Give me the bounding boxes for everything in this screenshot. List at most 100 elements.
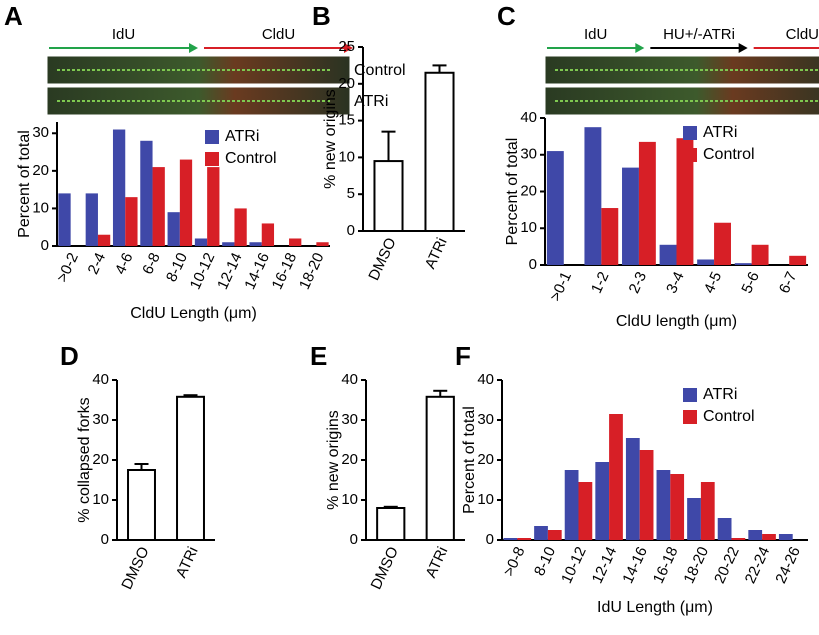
y-tick-label: 0	[41, 237, 49, 254]
y-tick-label: 40	[520, 109, 537, 126]
bar	[731, 538, 746, 540]
bar	[748, 530, 763, 540]
y-axis-label: % new origins	[322, 89, 339, 189]
x-tick-label: 18-20	[680, 544, 712, 586]
y-tick-label: 10	[338, 148, 355, 165]
x-tick-label: 22-24	[742, 544, 774, 586]
x-tick-label: 12-14	[589, 544, 621, 586]
x-tick-label: 2-4	[85, 250, 110, 277]
bar	[595, 462, 610, 540]
fiber-row-label: Control	[354, 62, 406, 79]
y-axis-label: Percent of total	[461, 406, 478, 514]
y-axis-label: % new origins	[325, 410, 342, 510]
legend-swatch	[683, 410, 697, 424]
bar	[625, 438, 640, 540]
x-tick-label: 3-4	[663, 269, 688, 296]
x-tick-label: ATRi	[422, 544, 451, 580]
legend-label: ATRi	[703, 386, 737, 403]
x-tick-label: 24-26	[772, 544, 804, 586]
bar	[717, 518, 732, 540]
x-tick-label: DMSO	[368, 544, 402, 592]
fiber-arrow-label: IdU	[112, 26, 135, 43]
legend-label: Control	[703, 146, 755, 163]
y-tick-label: 20	[341, 451, 358, 468]
bar	[425, 395, 455, 541]
bar	[778, 534, 793, 540]
bar	[127, 469, 156, 541]
legend-label: ATRi	[703, 124, 737, 141]
bar	[376, 507, 406, 541]
bar	[517, 538, 532, 540]
bar	[424, 71, 455, 233]
fiber-arrowhead	[189, 43, 198, 53]
y-tick-label: 5	[347, 185, 355, 202]
y-tick-label: 10	[32, 199, 49, 216]
x-tick-label: 14-16	[619, 544, 651, 586]
bar	[112, 129, 126, 246]
fiber-arrowhead	[635, 43, 645, 53]
bar	[289, 238, 302, 246]
panel-label: C	[497, 1, 516, 31]
y-tick-label: 30	[341, 411, 358, 428]
legend-label: Control	[703, 408, 755, 425]
y-tick-label: 30	[32, 124, 49, 141]
y-tick-label: 20	[32, 162, 49, 179]
bar	[751, 244, 769, 265]
x-tick-label: DMSO	[118, 544, 152, 592]
y-tick-label: 40	[92, 371, 109, 388]
y-tick-label: 40	[341, 371, 358, 388]
bar	[234, 208, 247, 246]
y-tick-label: 30	[92, 411, 109, 428]
bar	[179, 159, 193, 246]
x-axis-label: CldU length (μm)	[616, 313, 737, 330]
bar	[167, 212, 180, 246]
bar	[222, 242, 235, 246]
panel-label: A	[4, 1, 23, 31]
bar	[316, 242, 329, 246]
y-tick-label: 10	[92, 491, 109, 508]
bar	[584, 127, 602, 265]
y-axis-label: % collapsed forks	[76, 397, 93, 522]
y-tick-label: 0	[101, 531, 109, 548]
bar	[676, 138, 694, 265]
bar	[656, 470, 671, 540]
fiber-arrow-label: CldU	[262, 26, 295, 43]
bar	[578, 482, 593, 540]
bar	[152, 167, 165, 246]
x-tick-label: >0-1	[547, 269, 575, 304]
y-tick-label: 20	[520, 182, 537, 199]
y-tick-label: 40	[477, 371, 494, 388]
y-tick-label: 10	[520, 219, 537, 236]
fiber-row-label: ATRi	[354, 93, 388, 110]
bar	[687, 498, 701, 540]
legend-label: ATRi	[225, 128, 259, 145]
bar	[659, 244, 677, 265]
panel-label: B	[312, 1, 331, 31]
x-tick-label: 2-3	[626, 269, 651, 296]
bar	[714, 222, 731, 265]
y-tick-label: 0	[529, 256, 537, 273]
y-tick-label: 25	[338, 38, 355, 55]
fiber-arrow-label: HU+/-ATRi	[663, 26, 735, 43]
x-axis-label: CldU Length (μm)	[130, 305, 257, 322]
y-tick-label: 0	[350, 531, 358, 548]
bar	[789, 255, 807, 265]
bar	[547, 530, 562, 540]
bar	[373, 160, 404, 232]
y-tick-label: 20	[92, 451, 109, 468]
bar	[207, 167, 220, 246]
legend-swatch	[205, 130, 219, 144]
bar	[639, 450, 654, 540]
y-tick-label: 15	[338, 112, 355, 129]
x-tick-label: 5-6	[738, 269, 763, 296]
legend-swatch	[683, 126, 697, 140]
bar	[534, 526, 548, 540]
bar	[261, 223, 275, 246]
x-tick-label: ATRi	[173, 544, 202, 580]
y-tick-label: 10	[341, 491, 358, 508]
bar	[564, 470, 579, 540]
panel-label: E	[310, 341, 327, 371]
x-tick-label: 4-6	[112, 250, 137, 277]
x-tick-label: 1-2	[588, 269, 613, 296]
